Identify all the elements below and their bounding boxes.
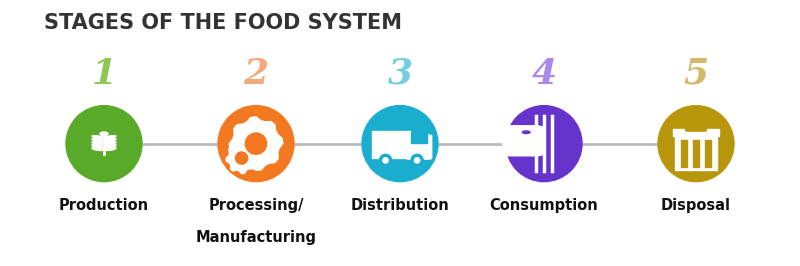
Ellipse shape — [92, 148, 103, 151]
Ellipse shape — [658, 106, 734, 182]
Ellipse shape — [506, 106, 582, 182]
FancyBboxPatch shape — [686, 124, 706, 131]
Text: 3: 3 — [387, 57, 413, 91]
Ellipse shape — [383, 158, 388, 163]
Ellipse shape — [66, 106, 142, 182]
Ellipse shape — [218, 106, 294, 182]
FancyBboxPatch shape — [503, 126, 543, 156]
Ellipse shape — [246, 133, 266, 154]
Ellipse shape — [92, 145, 103, 147]
Ellipse shape — [100, 132, 108, 136]
Ellipse shape — [362, 106, 438, 182]
Ellipse shape — [105, 136, 116, 138]
FancyBboxPatch shape — [681, 140, 687, 167]
Ellipse shape — [92, 139, 103, 142]
Text: Processing/: Processing/ — [208, 198, 304, 213]
Ellipse shape — [92, 142, 103, 144]
Ellipse shape — [92, 136, 103, 138]
Text: 2: 2 — [243, 57, 269, 91]
Text: 5: 5 — [683, 57, 709, 91]
FancyBboxPatch shape — [410, 133, 426, 143]
Ellipse shape — [105, 139, 116, 142]
FancyBboxPatch shape — [371, 131, 410, 158]
Text: STAGES OF THE FOOD SYSTEM: STAGES OF THE FOOD SYSTEM — [44, 13, 402, 33]
FancyBboxPatch shape — [406, 135, 432, 159]
FancyBboxPatch shape — [705, 140, 711, 167]
Text: Manufacturing: Manufacturing — [195, 230, 317, 244]
Text: 4: 4 — [531, 57, 557, 91]
FancyBboxPatch shape — [675, 135, 717, 170]
Text: 1: 1 — [91, 57, 117, 91]
Text: Production: Production — [59, 198, 149, 213]
Ellipse shape — [411, 154, 423, 167]
Ellipse shape — [414, 158, 420, 163]
Text: Disposal: Disposal — [661, 198, 731, 213]
FancyBboxPatch shape — [674, 129, 719, 136]
Text: Distribution: Distribution — [350, 198, 450, 213]
FancyBboxPatch shape — [693, 140, 699, 167]
Circle shape — [522, 131, 530, 134]
Ellipse shape — [235, 152, 248, 164]
Ellipse shape — [105, 145, 116, 147]
Ellipse shape — [379, 154, 392, 167]
Text: Consumption: Consumption — [490, 198, 598, 213]
Polygon shape — [226, 143, 257, 174]
Polygon shape — [230, 117, 282, 170]
Ellipse shape — [105, 142, 116, 144]
Ellipse shape — [105, 148, 116, 151]
